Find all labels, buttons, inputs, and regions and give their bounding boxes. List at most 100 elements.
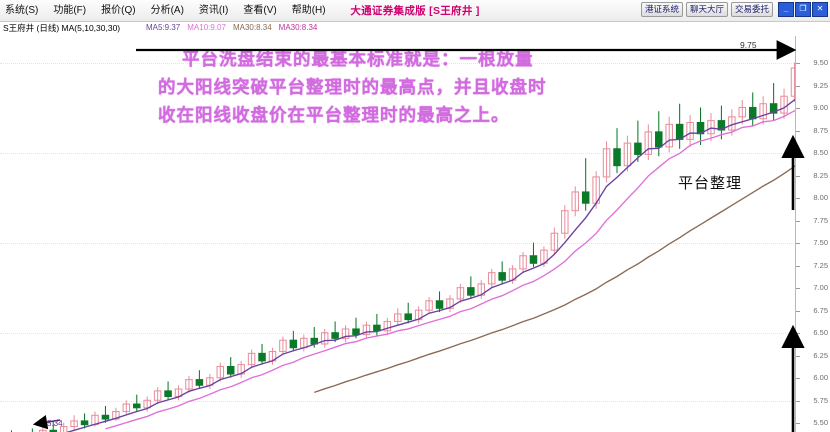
y-axis-tickmark-15 bbox=[796, 400, 800, 402]
breakout-price-tag: 9.75 bbox=[740, 40, 757, 50]
candlestick bbox=[519, 252, 527, 273]
y-axis-tickmark-9 bbox=[796, 265, 800, 267]
candlestick bbox=[80, 413, 89, 429]
close-button[interactable]: ✕ bbox=[812, 2, 828, 17]
candlestick bbox=[310, 327, 319, 348]
candlestick bbox=[195, 370, 204, 390]
ma-legend-item-0: MA5:9.37 bbox=[146, 23, 181, 32]
y-axis-tick-8-75: 8.75 bbox=[813, 125, 828, 135]
candlestick bbox=[216, 362, 225, 382]
candlestick bbox=[529, 242, 538, 268]
candlestick bbox=[279, 336, 287, 356]
toolbar-btn-1[interactable]: 港证系统 bbox=[640, 2, 683, 17]
candlestick bbox=[226, 357, 235, 378]
candlestick bbox=[300, 334, 308, 352]
annotation-line-1: 平台洗盘结束的最基本标准就是：一根放量 bbox=[182, 50, 534, 70]
candlestick bbox=[425, 297, 433, 314]
window-controls: _ ❐ ✕ bbox=[778, 2, 828, 17]
candlestick bbox=[143, 396, 151, 412]
menu-analysis[interactable]: 分析(A) bbox=[150, 5, 184, 16]
candlestick bbox=[320, 328, 329, 348]
y-axis-tick-7-75: 7.75 bbox=[813, 215, 828, 225]
candlestick bbox=[268, 347, 277, 365]
candlestick bbox=[769, 83, 778, 121]
menu-function[interactable]: 功能(F) bbox=[53, 5, 87, 16]
annotation-line-2: 的大阳线突破平台整理时的最高点，并且收盘时 bbox=[158, 78, 547, 98]
candlestick bbox=[247, 349, 256, 369]
toolbar-right: 港证系统 聊天大厅 交易委托 _ ❐ ✕ bbox=[640, 2, 828, 17]
platform-consolidation-label: 平台整理 bbox=[678, 174, 743, 192]
y-axis-tickmark-13 bbox=[796, 355, 800, 357]
candlestick bbox=[748, 92, 757, 127]
y-axis-tick-9-50: 9.50 bbox=[813, 58, 828, 67]
y-axis-tickmark-2 bbox=[796, 108, 800, 109]
candlestick bbox=[717, 105, 726, 140]
candlestick bbox=[122, 400, 131, 416]
candlestick bbox=[550, 227, 559, 254]
y-axis-tick-7-50: 7.50 bbox=[813, 238, 828, 247]
start-price-tag: 5.34 bbox=[47, 419, 63, 428]
candlestick bbox=[206, 373, 214, 390]
menu-system[interactable]: 系统(S) bbox=[5, 5, 39, 16]
ma-legend-item-1: MA10:9.07 bbox=[187, 23, 226, 32]
menu-view[interactable]: 查看(V) bbox=[243, 5, 277, 16]
y-axis-tickmark-8 bbox=[796, 243, 800, 244]
candlestick bbox=[414, 306, 423, 324]
candlestick bbox=[738, 99, 747, 125]
y-axis-tickmark-4 bbox=[796, 153, 800, 154]
y-axis-tickmark-3 bbox=[796, 130, 800, 132]
y-axis-tickmark-10 bbox=[796, 288, 800, 289]
toolbar-btn-3[interactable]: 交易委托 bbox=[730, 2, 773, 17]
y-axis-tick-9-25: 9.25 bbox=[813, 80, 828, 90]
y-axis-tickmark-5 bbox=[796, 175, 800, 177]
gridline-3 bbox=[0, 333, 796, 334]
candlestick bbox=[561, 205, 569, 239]
y-axis-tick-7-25: 7.25 bbox=[813, 260, 828, 270]
maximize-button[interactable]: ❐ bbox=[795, 2, 811, 17]
y-axis-tickmark-11 bbox=[796, 310, 800, 312]
y-axis-tickmark-16 bbox=[796, 423, 800, 424]
minimize-button[interactable]: _ bbox=[778, 2, 794, 17]
candlestick bbox=[112, 407, 120, 421]
y-axis-tick-8-00: 8.00 bbox=[813, 193, 828, 202]
gridline-1 bbox=[0, 153, 796, 154]
candlestick bbox=[477, 280, 486, 299]
ma-line-MA5 bbox=[65, 98, 796, 432]
y-axis-tick-6-50: 6.50 bbox=[813, 328, 828, 337]
candlestick bbox=[675, 103, 684, 149]
candlestick bbox=[508, 265, 517, 284]
candlestick bbox=[331, 321, 339, 343]
y-axis-tick-5-50: 5.50 bbox=[813, 418, 828, 427]
title-bar: 系统(S) 功能(F) 报价(Q) 分析(A) 资讯(I) 查看(V) 帮助(H) 大通证券… bbox=[0, 0, 830, 22]
y-axis-tick-6-25: 6.25 bbox=[813, 350, 828, 360]
candlestick bbox=[352, 317, 360, 339]
y-axis-tickmark-1 bbox=[796, 85, 800, 87]
gridline-0 bbox=[0, 63, 796, 64]
toolbar-btn-2[interactable]: 聊天大厅 bbox=[685, 2, 728, 17]
y-axis-tickmark-14 bbox=[796, 378, 800, 379]
candlestick bbox=[174, 385, 183, 401]
y-axis-tick-7-00: 7.00 bbox=[813, 283, 828, 292]
y-axis-tick-6-75: 6.75 bbox=[813, 305, 828, 315]
candlestick bbox=[592, 171, 600, 209]
price-axis: 9.50 9.25 9.00 8.75 8.50 8.25 8.00 7.75 7.50 7.25… bbox=[795, 36, 830, 432]
y-axis-tickmark-6 bbox=[796, 198, 800, 199]
candlestick bbox=[487, 268, 496, 288]
annotation-text: 平台洗盘结束的最基本标准就是：一根放量 的大阳线突破平台整理时的最高点，并且收盘… bbox=[158, 46, 638, 130]
y-axis-tick-6-00: 6.00 bbox=[813, 373, 828, 382]
menu-quote[interactable]: 报价(Q) bbox=[101, 5, 136, 16]
candlestick bbox=[31, 428, 33, 432]
candlestick bbox=[780, 88, 788, 119]
candlestick bbox=[404, 302, 412, 324]
candlestick bbox=[467, 276, 475, 299]
candlestick bbox=[133, 394, 141, 412]
symbol-period-label: S王府井 (日线) MA(5,10,30,30) bbox=[3, 23, 121, 33]
candlestick bbox=[665, 116, 673, 153]
candlestick bbox=[540, 246, 548, 268]
menu-info[interactable]: 资讯(I) bbox=[198, 5, 229, 16]
app-title: 大通证券集成版 [S王府井 ] bbox=[350, 5, 480, 17]
menu-help[interactable]: 帮助(H) bbox=[291, 5, 326, 16]
candlestick bbox=[686, 114, 694, 147]
chart-info-bar: S王府井 (日线) MA(5,10,30,30) MA5:9.37 MA10:9.… bbox=[0, 22, 830, 35]
